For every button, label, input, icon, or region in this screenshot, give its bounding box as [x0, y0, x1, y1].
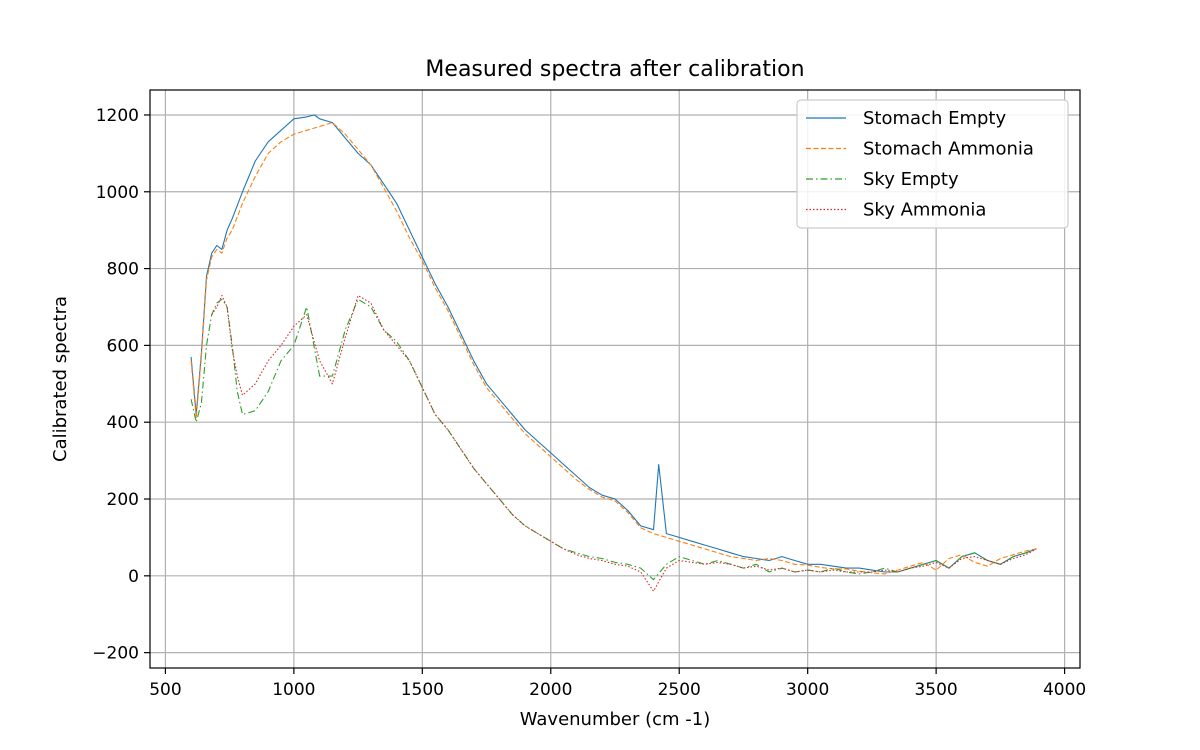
x-axis-label: Wavenumber (cm -1): [520, 709, 711, 730]
series-line-4: [211, 294, 1037, 592]
plot-series: [190, 114, 1037, 592]
y-axis-label: Calibrated spectra: [50, 296, 71, 462]
x-tick-label: 2500: [658, 680, 701, 700]
x-tick-label: 3000: [786, 680, 829, 700]
y-tick-label: 400: [107, 413, 139, 433]
legend-label: Sky Ammonia: [863, 200, 986, 221]
y-tick-label: 800: [107, 260, 139, 280]
series-line-3: [190, 298, 1037, 581]
y-tick-label: 1200: [96, 106, 139, 126]
legend-label: Stomach Ammonia: [863, 139, 1034, 160]
y-tick-label: 600: [107, 336, 139, 356]
plot-frame: [149, 89, 1081, 669]
y-tick-label: 200: [107, 490, 139, 510]
legend: Stomach Empty Stomach Ammonia Sky Empty Sky…: [796, 99, 1069, 229]
x-tick-label: 3500: [914, 680, 957, 700]
x-tick-label: 1000: [272, 680, 315, 700]
series-line-1: [190, 114, 1037, 573]
y-tick-label: 0: [128, 567, 139, 587]
x-tick-label: 500: [149, 680, 181, 700]
legend-label: Sky Empty: [863, 169, 959, 190]
x-tick-label: 4000: [1043, 680, 1086, 700]
legend-box: [796, 99, 1069, 229]
x-tick-label: 2000: [529, 680, 572, 700]
y-tick-label: 1000: [96, 183, 139, 203]
y-tick-label: −200: [92, 644, 139, 664]
axis-ticks: 500 1000 1500 2000 2500 3000 3500 4000 −200 0 200 4…: [92, 106, 1086, 700]
series-line-2: [190, 122, 1037, 575]
legend-label: Stomach Empty: [863, 108, 1006, 129]
chart-title: Measured spectra after calibration: [425, 57, 804, 82]
x-tick-label: 1500: [401, 680, 444, 700]
